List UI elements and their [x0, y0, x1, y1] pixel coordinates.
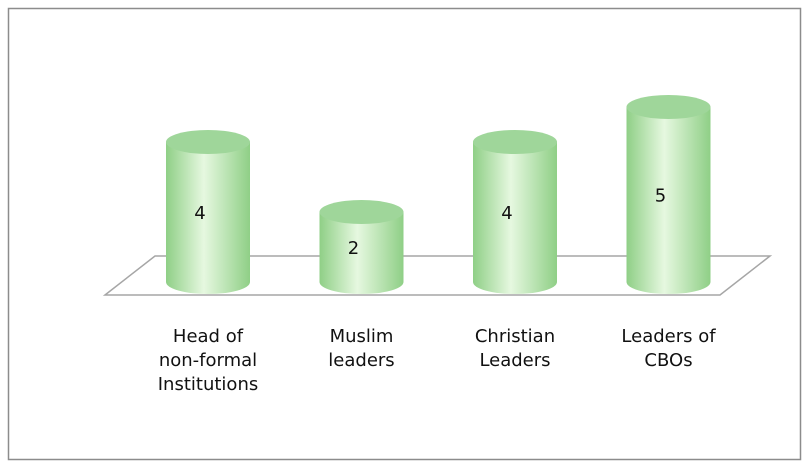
value-label: 2: [348, 238, 359, 259]
cylinder: [473, 130, 557, 294]
category-label: Leaders of CBOs: [621, 326, 716, 371]
cylinder-body: [473, 142, 557, 294]
value-label: 5: [655, 186, 666, 207]
cylinder-top: [626, 95, 711, 119]
floor: [102, 255, 773, 296]
cylinder-top: [166, 130, 250, 154]
category-label: Christian Leaders: [474, 326, 556, 371]
category-label: Head of non-formal Institutions: [157, 326, 259, 395]
cylinder: [166, 130, 250, 294]
value-label: 4: [194, 203, 205, 224]
cylinder: [626, 95, 711, 294]
cylinder-body: [166, 142, 250, 294]
cylinder-top: [473, 130, 557, 154]
cylinder: [319, 200, 404, 294]
value-label: 4: [501, 203, 512, 224]
cylinder-body: [626, 107, 711, 294]
category-label: Muslim leaders: [328, 326, 395, 371]
cylinder-top: [319, 200, 404, 224]
cylinder-body: [319, 212, 404, 294]
